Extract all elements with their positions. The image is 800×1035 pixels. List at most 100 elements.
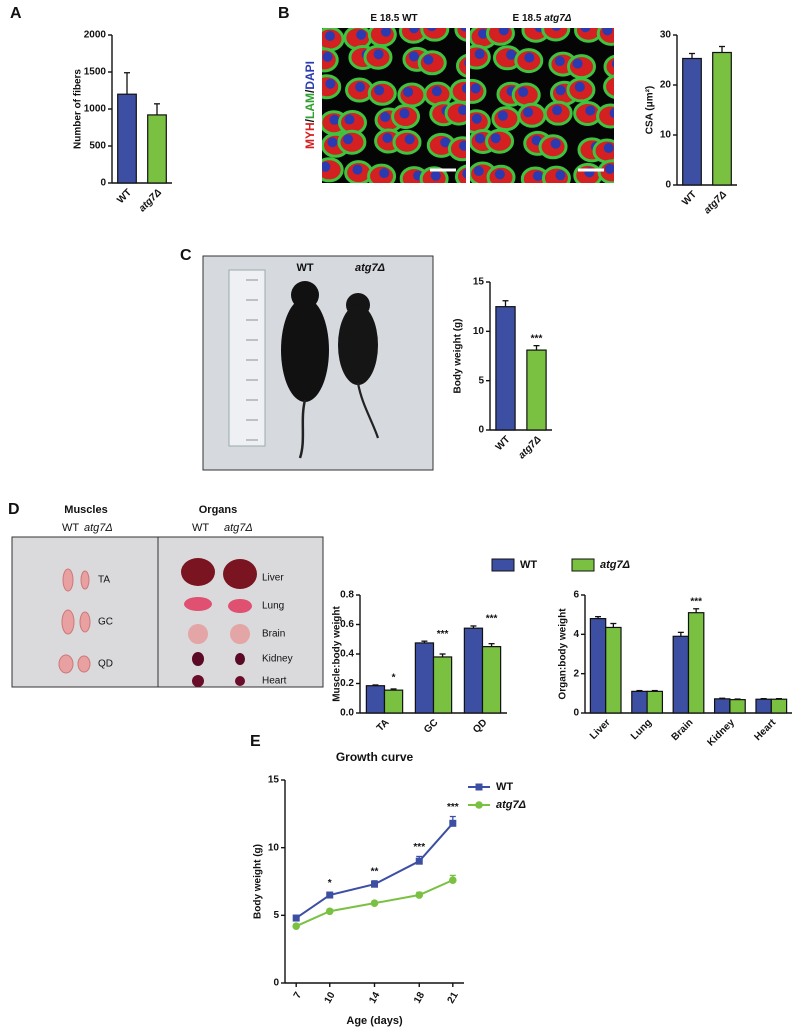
y-tick-label: 15 — [473, 277, 485, 288]
nucleus — [471, 113, 482, 124]
y-tick-label: 0.6 — [340, 619, 354, 630]
photo-genotype: WT — [192, 522, 209, 534]
point — [449, 819, 457, 827]
tissue-label: TA — [98, 575, 110, 586]
point — [326, 891, 334, 899]
nucleus — [343, 134, 354, 145]
bar — [672, 635, 690, 714]
y-tick-label: 0.0 — [340, 708, 354, 719]
nucleus — [464, 59, 466, 67]
y-tick-label: 15 — [268, 775, 280, 786]
y-tick-label: 0 — [665, 180, 671, 191]
y-axis-label: Organ:body weight — [558, 608, 569, 700]
mouse — [338, 293, 380, 439]
significance: *** — [437, 629, 449, 640]
tissue-label: Brain — [262, 629, 285, 640]
panel-label: B — [278, 5, 290, 22]
x-axis-label: Age (days) — [346, 1015, 403, 1027]
cell — [420, 28, 450, 42]
bar — [755, 698, 772, 714]
photo-genotype: atg7Δ — [224, 522, 253, 534]
nucleus — [552, 105, 563, 116]
point — [371, 880, 378, 888]
panel-label: E — [250, 733, 261, 750]
nucleus — [498, 28, 509, 36]
nucleus — [325, 31, 335, 41]
nucleus — [355, 82, 366, 93]
nucleus — [604, 163, 614, 174]
panel-label: A — [10, 5, 22, 22]
tissue-label: GC — [98, 617, 113, 628]
nucleus — [554, 56, 565, 67]
point — [475, 783, 483, 791]
point — [415, 891, 424, 899]
nucleus — [462, 168, 466, 179]
significance: *** — [486, 614, 498, 625]
nucleus — [609, 108, 614, 118]
y-tick-label: 5 — [478, 375, 484, 386]
x-tick-label: 21 — [446, 990, 461, 1006]
nucleus — [356, 29, 367, 40]
nucleus — [431, 86, 442, 97]
micrograph-title: E 18.5 atg7Δ — [513, 13, 572, 24]
legend-label: WT — [496, 781, 513, 793]
ruler — [228, 269, 266, 447]
nucleus — [327, 137, 338, 148]
y-tick-label: 10 — [660, 130, 672, 141]
x-tick-label: 14 — [367, 990, 382, 1006]
y-tick-label: 0.8 — [340, 590, 354, 601]
bar — [495, 306, 516, 431]
y-tick-label: 2 — [573, 668, 579, 679]
bar — [712, 51, 732, 186]
nucleus — [380, 112, 391, 123]
y-axis-label: Body weight (g) — [453, 319, 464, 394]
point — [292, 914, 300, 922]
nucleus — [440, 137, 451, 148]
x-tick-label: 10 — [323, 990, 338, 1006]
significance: *** — [447, 802, 459, 813]
nucleus — [555, 170, 566, 181]
separator: / — [303, 118, 317, 122]
nucleus — [474, 49, 485, 60]
nucleus — [524, 52, 535, 63]
y-tick-label: 0 — [478, 425, 484, 436]
legend-label: WT — [520, 559, 537, 571]
tissue-label: Lung — [262, 601, 284, 612]
nucleus — [474, 133, 485, 144]
significance: * — [392, 673, 396, 684]
bar — [605, 626, 622, 714]
nucleus — [585, 105, 596, 116]
nucleus — [329, 114, 340, 125]
nucleus — [602, 28, 613, 36]
nucleus — [572, 58, 583, 69]
separator: / — [303, 89, 317, 93]
stage: E 18.5 — [370, 13, 399, 24]
y-tick-label: 2000 — [84, 30, 107, 41]
bar — [117, 93, 137, 184]
stain-label: MYH/LAM/DAPI — [303, 61, 317, 149]
significance: * — [328, 878, 332, 889]
nucleus — [403, 86, 414, 97]
nucleus — [408, 51, 419, 62]
bar — [147, 114, 167, 184]
x-tick-label: 18 — [412, 990, 427, 1006]
nucleus — [459, 140, 466, 151]
y-tick-label: 0.4 — [340, 649, 354, 660]
y-tick-label: 5 — [273, 910, 279, 921]
photo-genotype: atg7Δ — [84, 522, 113, 534]
bar — [481, 646, 502, 714]
y-tick-label: 500 — [89, 141, 106, 152]
photo-label: WT — [296, 262, 313, 274]
cells — [322, 28, 466, 183]
nucleus — [518, 86, 529, 97]
nucleus — [399, 108, 410, 119]
nucleus — [325, 78, 336, 89]
y-axis-label: CSA (μm²) — [645, 86, 656, 135]
cell — [541, 28, 571, 42]
bar — [729, 699, 746, 714]
point — [475, 801, 483, 809]
nucleus — [531, 135, 542, 146]
nucleus — [478, 28, 489, 39]
organ-samples — [181, 558, 257, 687]
